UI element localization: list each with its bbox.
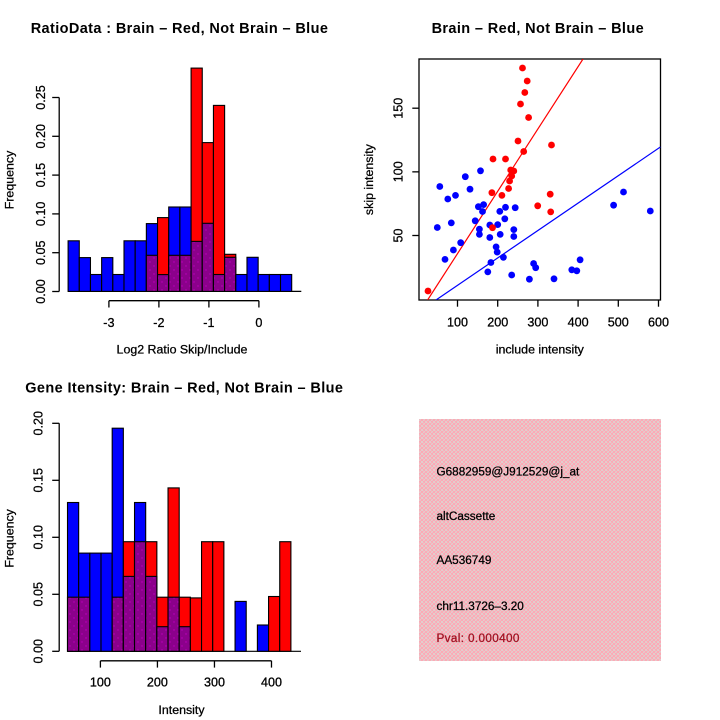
svg-text:0: 0 <box>255 316 262 330</box>
svg-text:Frequency: Frequency <box>3 508 17 567</box>
svg-text:50: 50 <box>392 228 406 242</box>
svg-text:Pval: 0.000400: Pval: 0.000400 <box>437 632 520 645</box>
svg-text:0.20: 0.20 <box>32 411 46 436</box>
svg-text:Log2 Ratio Skip/Include: Log2 Ratio Skip/Include <box>117 343 248 357</box>
svg-text:100: 100 <box>447 316 468 330</box>
svg-text:200: 200 <box>147 675 168 689</box>
svg-text:skip intensity: skip intensity <box>362 143 376 215</box>
svg-text:400: 400 <box>261 675 282 689</box>
svg-text:Gene Itensity: Brain – Red, No: Gene Itensity: Brain – Red, Not Brain – … <box>25 381 343 397</box>
svg-text:100: 100 <box>90 675 111 689</box>
svg-text:chr11.3726–3.20: chr11.3726–3.20 <box>437 600 525 613</box>
svg-text:0.25: 0.25 <box>34 85 48 110</box>
svg-text:0.15: 0.15 <box>34 163 48 188</box>
svg-text:Intensity: Intensity <box>158 703 205 717</box>
svg-text:AA536749: AA536749 <box>437 554 492 567</box>
svg-text:100: 100 <box>392 161 406 182</box>
svg-text:-3: -3 <box>103 316 114 330</box>
svg-text:0.00: 0.00 <box>32 639 46 664</box>
svg-text:150: 150 <box>392 98 406 119</box>
svg-text:0.00: 0.00 <box>34 279 48 304</box>
svg-text:600: 600 <box>648 316 669 330</box>
svg-text:RatioData : Brain – Red, Not B: RatioData : Brain – Red, Not Brain – Blu… <box>31 21 329 37</box>
svg-text:G6882959@J912529@j_at: G6882959@J912529@j_at <box>437 466 581 479</box>
svg-text:400: 400 <box>568 316 589 330</box>
svg-text:200: 200 <box>487 316 508 330</box>
svg-text:include intensity: include intensity <box>496 343 585 357</box>
svg-text:0.20: 0.20 <box>34 124 48 149</box>
svg-text:300: 300 <box>527 316 548 330</box>
svg-text:altCassette: altCassette <box>437 510 496 523</box>
svg-text:-1: -1 <box>203 316 214 330</box>
svg-text:0.10: 0.10 <box>32 525 46 550</box>
svg-text:0.15: 0.15 <box>32 468 46 493</box>
svg-text:-2: -2 <box>153 316 164 330</box>
svg-text:500: 500 <box>608 316 629 330</box>
svg-text:Frequency: Frequency <box>3 150 17 209</box>
svg-text:0.05: 0.05 <box>34 240 48 265</box>
svg-text:0.10: 0.10 <box>34 202 48 227</box>
svg-text:Brain – Red, Not Brain – Blue: Brain – Red, Not Brain – Blue <box>432 21 644 37</box>
svg-text:300: 300 <box>204 675 225 689</box>
svg-text:0.05: 0.05 <box>32 582 46 607</box>
